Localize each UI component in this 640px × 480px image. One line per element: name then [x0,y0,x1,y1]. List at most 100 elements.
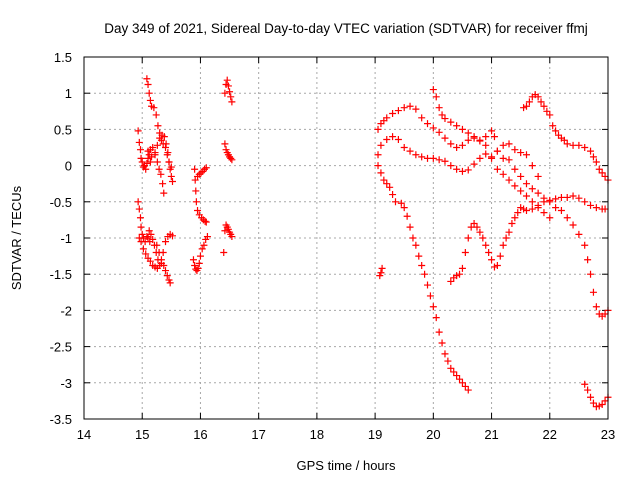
data-point-marker [447,140,455,148]
data-point-marker [552,204,560,212]
data-point-marker [575,230,583,238]
data-point-marker [447,118,455,126]
data-point-marker [143,159,151,167]
data-point-marker [552,195,560,203]
data-point-marker [464,166,472,174]
data-point-marker [587,270,595,278]
data-point-marker [165,158,173,166]
data-point-marker [511,146,519,154]
data-point-marker [383,114,391,122]
data-point-marker [160,262,168,270]
data-point-marker [453,372,461,380]
data-point-marker [153,158,161,166]
data-point-marker [203,233,211,241]
data-point-marker [192,198,200,206]
data-point-marker [522,192,530,200]
data-point-marker [418,114,426,122]
data-point-marker [138,158,146,166]
data-point-marker [149,144,157,151]
data-point-marker [592,303,600,311]
data-point-marker [421,270,429,278]
data-point-marker [470,133,478,141]
x-tick-label: 18 [310,427,324,442]
data-point-marker [493,165,501,173]
series-trace-k [194,164,210,180]
data-point-marker [409,234,417,242]
data-point-marker [168,178,176,186]
data-point-marker [499,141,507,149]
data-point-marker [194,264,202,272]
x-tick-label: 21 [484,427,498,442]
plot-frame [83,56,609,420]
data-point-marker [441,350,449,358]
y-tick-label: -1 [60,231,72,246]
data-point-marker [146,257,154,265]
data-point-marker [511,165,519,173]
data-point-marker [470,160,478,168]
data-point-marker [598,169,606,177]
data-point-marker [378,264,386,272]
data-point-marker [135,138,143,146]
data-point-marker [549,122,557,130]
data-point-marker [505,140,513,148]
data-point-marker [505,156,513,164]
data-point-marker [528,162,536,170]
data-point-marker [589,153,597,161]
data-point-marker [458,141,466,149]
data-point-marker [134,127,142,135]
data-point-marker [525,98,533,106]
data-point-marker [412,105,420,113]
data-point-marker [476,154,484,162]
data-point-marker [191,165,199,173]
data-point-marker [581,144,589,151]
data-point-marker [511,182,519,190]
data-point-marker [397,199,405,207]
data-point-marker [195,259,203,267]
data-point-marker [415,252,423,260]
data-point-marker [476,136,484,144]
data-point-marker [499,241,507,249]
x-tick-label: 19 [368,427,382,442]
data-point-marker [143,233,151,241]
data-point-marker [592,158,600,166]
data-point-marker [155,248,163,256]
data-point-marker [453,165,461,173]
data-point-marker [557,206,565,214]
data-point-marker [374,151,382,159]
data-point-marker [563,140,571,148]
y-tick-label: 0 [65,159,72,174]
data-point-marker [386,183,394,191]
data-point-marker [464,129,472,137]
data-point-marker [424,281,432,289]
data-point-marker [146,96,154,104]
y-tick-label: -2 [60,303,72,318]
y-axis-label: SDTVAR / TECUs [9,185,24,290]
x-tick-label: 20 [426,427,440,442]
data-point-marker [164,149,172,157]
data-point-marker [447,277,455,285]
data-point-marker [391,198,399,206]
data-point-marker [476,228,484,236]
series-trace-j [191,165,210,226]
data-point-marker [135,205,143,213]
data-point-marker [406,147,414,155]
data-point-marker [412,241,420,249]
data-point-marker [150,104,158,112]
y-tick-labels: 1.5 1 0.5 0 -0.5 -1 -1.5 -2 -2.5 -3 -3.5 [50,50,72,427]
data-point-marker [389,191,397,199]
data-point-marker [380,176,388,184]
data-point-marker [435,328,443,336]
data-point-marker [228,156,236,164]
data-point-marker [569,192,577,200]
x-tick-labels: 14 15 16 17 18 19 20 21 22 23 [77,427,615,442]
data-point-marker [534,201,542,209]
data-point-marker [153,141,161,149]
data-point-marker [201,217,209,225]
data-point-marker [587,201,595,209]
series-trace-s [429,86,612,320]
data-point-marker [191,176,199,184]
data-point-marker [167,172,175,180]
series-trace-m [221,140,236,164]
data-point-marker [196,252,204,260]
data-point-marker [458,379,466,387]
